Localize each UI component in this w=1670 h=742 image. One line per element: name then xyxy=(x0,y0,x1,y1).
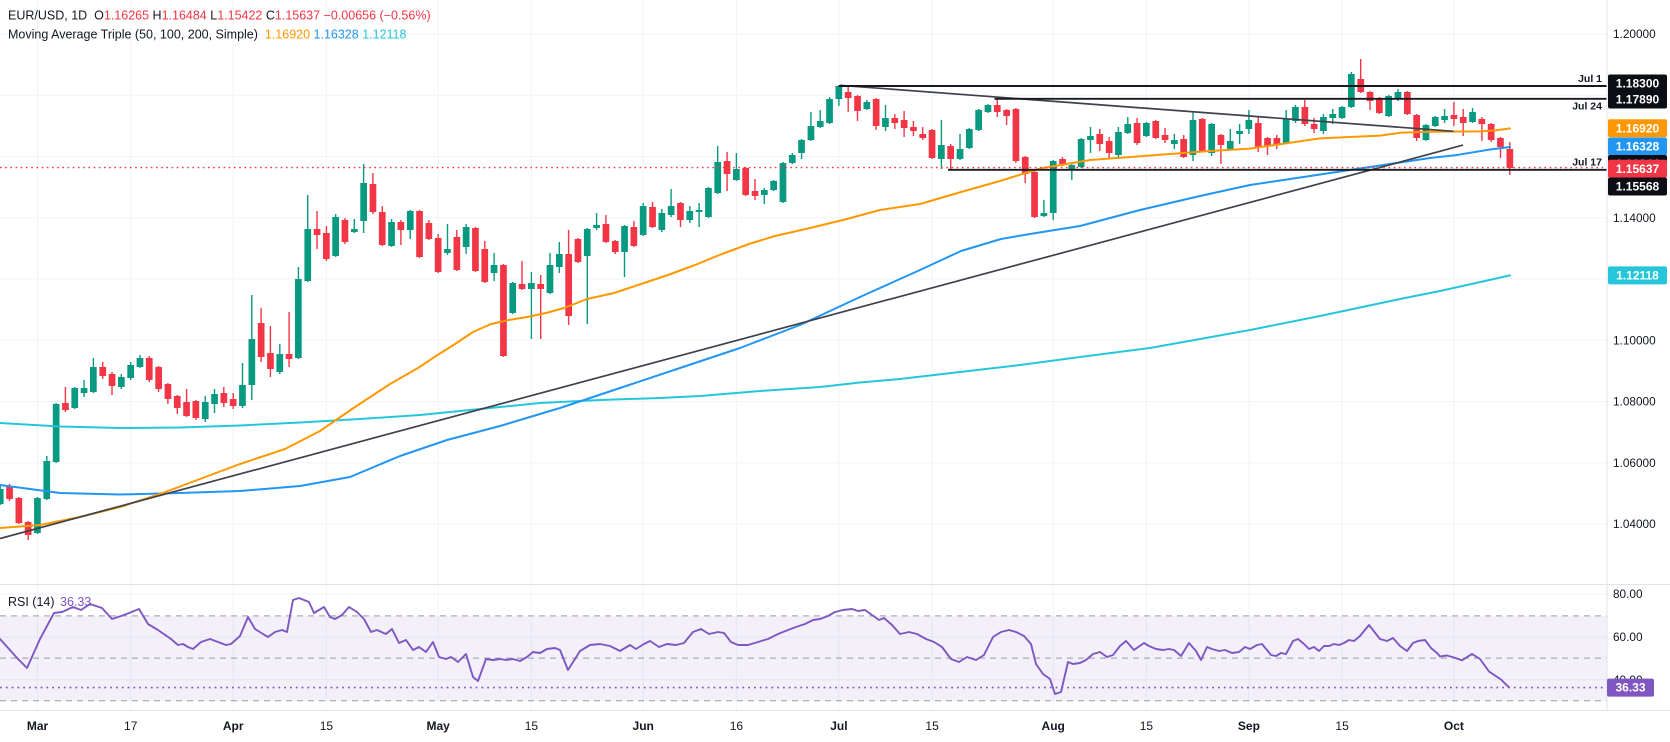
svg-text:1.20000: 1.20000 xyxy=(1613,27,1656,41)
svg-text:Mar: Mar xyxy=(27,719,49,733)
svg-text:1.15568: 1.15568 xyxy=(1616,180,1660,194)
svg-text:15: 15 xyxy=(1140,719,1154,733)
svg-text:Aug: Aug xyxy=(1042,719,1065,733)
svg-text:1.08000: 1.08000 xyxy=(1613,395,1656,409)
svg-text:Jul 1: Jul 1 xyxy=(1578,73,1602,85)
svg-text:15: 15 xyxy=(525,719,539,733)
svg-text:1.06000: 1.06000 xyxy=(1613,456,1656,470)
svg-text:1.10000: 1.10000 xyxy=(1613,333,1656,347)
svg-text:17: 17 xyxy=(124,719,138,733)
svg-text:EUR/USD, 1D O1.16265 H1.16484: EUR/USD, 1D O1.16265 H1.16484 L1.15422 C… xyxy=(8,9,431,23)
svg-text:May: May xyxy=(427,719,451,733)
svg-text:Jul 17: Jul 17 xyxy=(1572,157,1602,169)
svg-text:1.17890: 1.17890 xyxy=(1616,93,1660,107)
svg-text:Sep: Sep xyxy=(1238,719,1260,733)
svg-text:1.14000: 1.14000 xyxy=(1613,211,1656,225)
svg-text:1.12118: 1.12118 xyxy=(1616,268,1659,282)
svg-text:1.16920: 1.16920 xyxy=(1616,121,1660,135)
svg-text:Apr: Apr xyxy=(223,719,244,733)
svg-text:80.00: 80.00 xyxy=(1613,587,1643,601)
svg-text:1.04000: 1.04000 xyxy=(1613,517,1656,531)
svg-text:Jul 24: Jul 24 xyxy=(1572,101,1602,113)
svg-text:15: 15 xyxy=(1335,719,1349,733)
svg-text:RSI (14): RSI (14) xyxy=(8,595,55,609)
svg-text:60.00: 60.00 xyxy=(1613,630,1643,644)
svg-text:1.15637: 1.15637 xyxy=(1616,162,1660,176)
svg-text:15: 15 xyxy=(925,719,939,733)
svg-text:36.33: 36.33 xyxy=(1615,681,1645,695)
svg-text:15: 15 xyxy=(320,719,334,733)
svg-text:1.16328: 1.16328 xyxy=(1616,140,1660,154)
svg-text:Oct: Oct xyxy=(1444,719,1464,733)
svg-text:Jul: Jul xyxy=(830,719,847,733)
svg-text:Moving Average Triple (50, 100: Moving Average Triple (50, 100, 200, Sim… xyxy=(8,28,407,42)
svg-text:1.18300: 1.18300 xyxy=(1616,77,1660,91)
svg-text:Jun: Jun xyxy=(633,719,654,733)
svg-text:16: 16 xyxy=(730,719,744,733)
svg-text:36.33: 36.33 xyxy=(60,595,91,609)
